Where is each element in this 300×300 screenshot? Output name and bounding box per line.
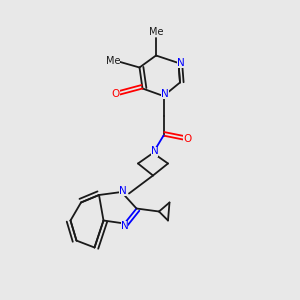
Text: N: N (177, 58, 185, 68)
Text: O: O (183, 134, 192, 145)
Text: N: N (161, 89, 169, 100)
Text: Me: Me (106, 56, 120, 67)
Text: N: N (151, 146, 158, 157)
Text: N: N (119, 185, 127, 196)
Text: Me: Me (149, 27, 163, 37)
Text: O: O (111, 89, 120, 100)
Text: N: N (121, 221, 128, 231)
